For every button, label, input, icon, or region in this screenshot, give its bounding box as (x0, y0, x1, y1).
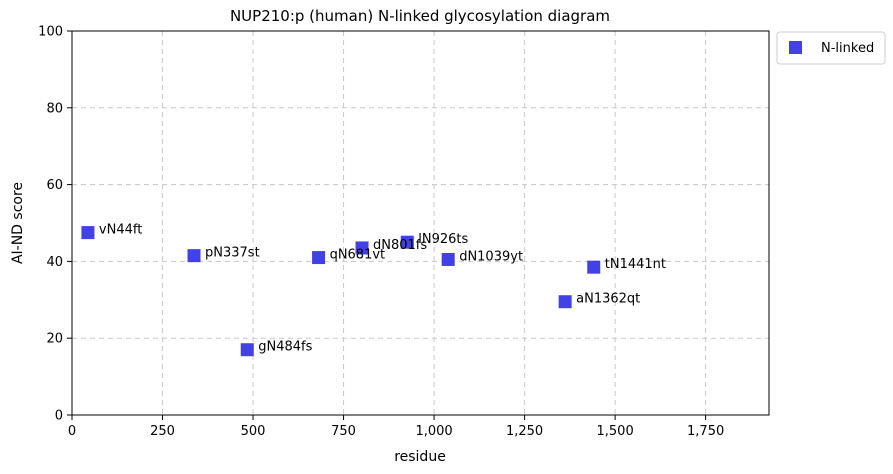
x-tick-label: 1,250 (506, 424, 543, 439)
data-point (187, 249, 201, 263)
plot-area (71, 30, 770, 416)
point-label: dN1039yt (459, 249, 523, 264)
point-label: qN681vt (330, 248, 386, 263)
x-axis: 0 250 500 750 1,000 1,250 1,500 1,750 (68, 415, 724, 439)
grid (72, 31, 769, 415)
point-label: gN484fs (258, 340, 312, 355)
x-tick-label: 500 (241, 424, 266, 439)
x-tick-label: 1,000 (415, 424, 452, 439)
y-tick-label: 60 (46, 178, 63, 193)
x-tick-label: 750 (331, 424, 356, 439)
data-point (312, 251, 326, 265)
legend-box (776, 31, 886, 65)
point-labels: vN44ft pN337st gN484fs qN681vtdN801fslN926t… (99, 223, 666, 355)
x-tick-label: 0 (68, 424, 76, 439)
data-point (587, 260, 601, 274)
x-tick-label: 250 (150, 424, 175, 439)
data-points (81, 226, 601, 357)
y-tick-label: 20 (46, 332, 63, 347)
y-axis: 0 20 40 60 80 100 (38, 25, 72, 424)
data-point (558, 295, 572, 309)
data-point (400, 235, 414, 249)
point-label: tN1441nt (605, 257, 666, 272)
point-label: lN926ts (418, 232, 468, 247)
x-tick-label: 1,500 (597, 424, 634, 439)
x-axis-title: residue (394, 449, 446, 465)
legend: N-linked (776, 31, 886, 65)
y-tick-label: 80 (46, 101, 63, 116)
chart-title: NUP210:p (human) N-linked glycosylation … (230, 7, 610, 25)
point-label: dN801fs (373, 238, 427, 253)
point-label: pN337st (205, 246, 260, 261)
y-tick-label: 0 (55, 409, 63, 424)
y-tick-label: 40 (46, 255, 63, 270)
y-tick-label: 100 (38, 25, 63, 40)
point-label: aN1362qt (576, 292, 640, 307)
data-point (240, 343, 254, 357)
legend-marker (789, 41, 802, 54)
point-label: vN44ft (99, 223, 142, 238)
data-point (355, 241, 369, 255)
y-axis-title: AI-ND score (10, 182, 26, 264)
data-point (441, 252, 455, 266)
x-tick-label: 1,750 (687, 424, 724, 439)
data-point (81, 226, 95, 240)
legend-label-n-linked: N-linked (821, 41, 874, 56)
